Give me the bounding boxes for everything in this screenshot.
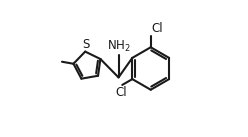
Text: S: S — [82, 38, 89, 51]
Text: Cl: Cl — [116, 86, 127, 99]
Text: NH$_2$: NH$_2$ — [107, 39, 131, 54]
Text: Cl: Cl — [151, 22, 163, 35]
